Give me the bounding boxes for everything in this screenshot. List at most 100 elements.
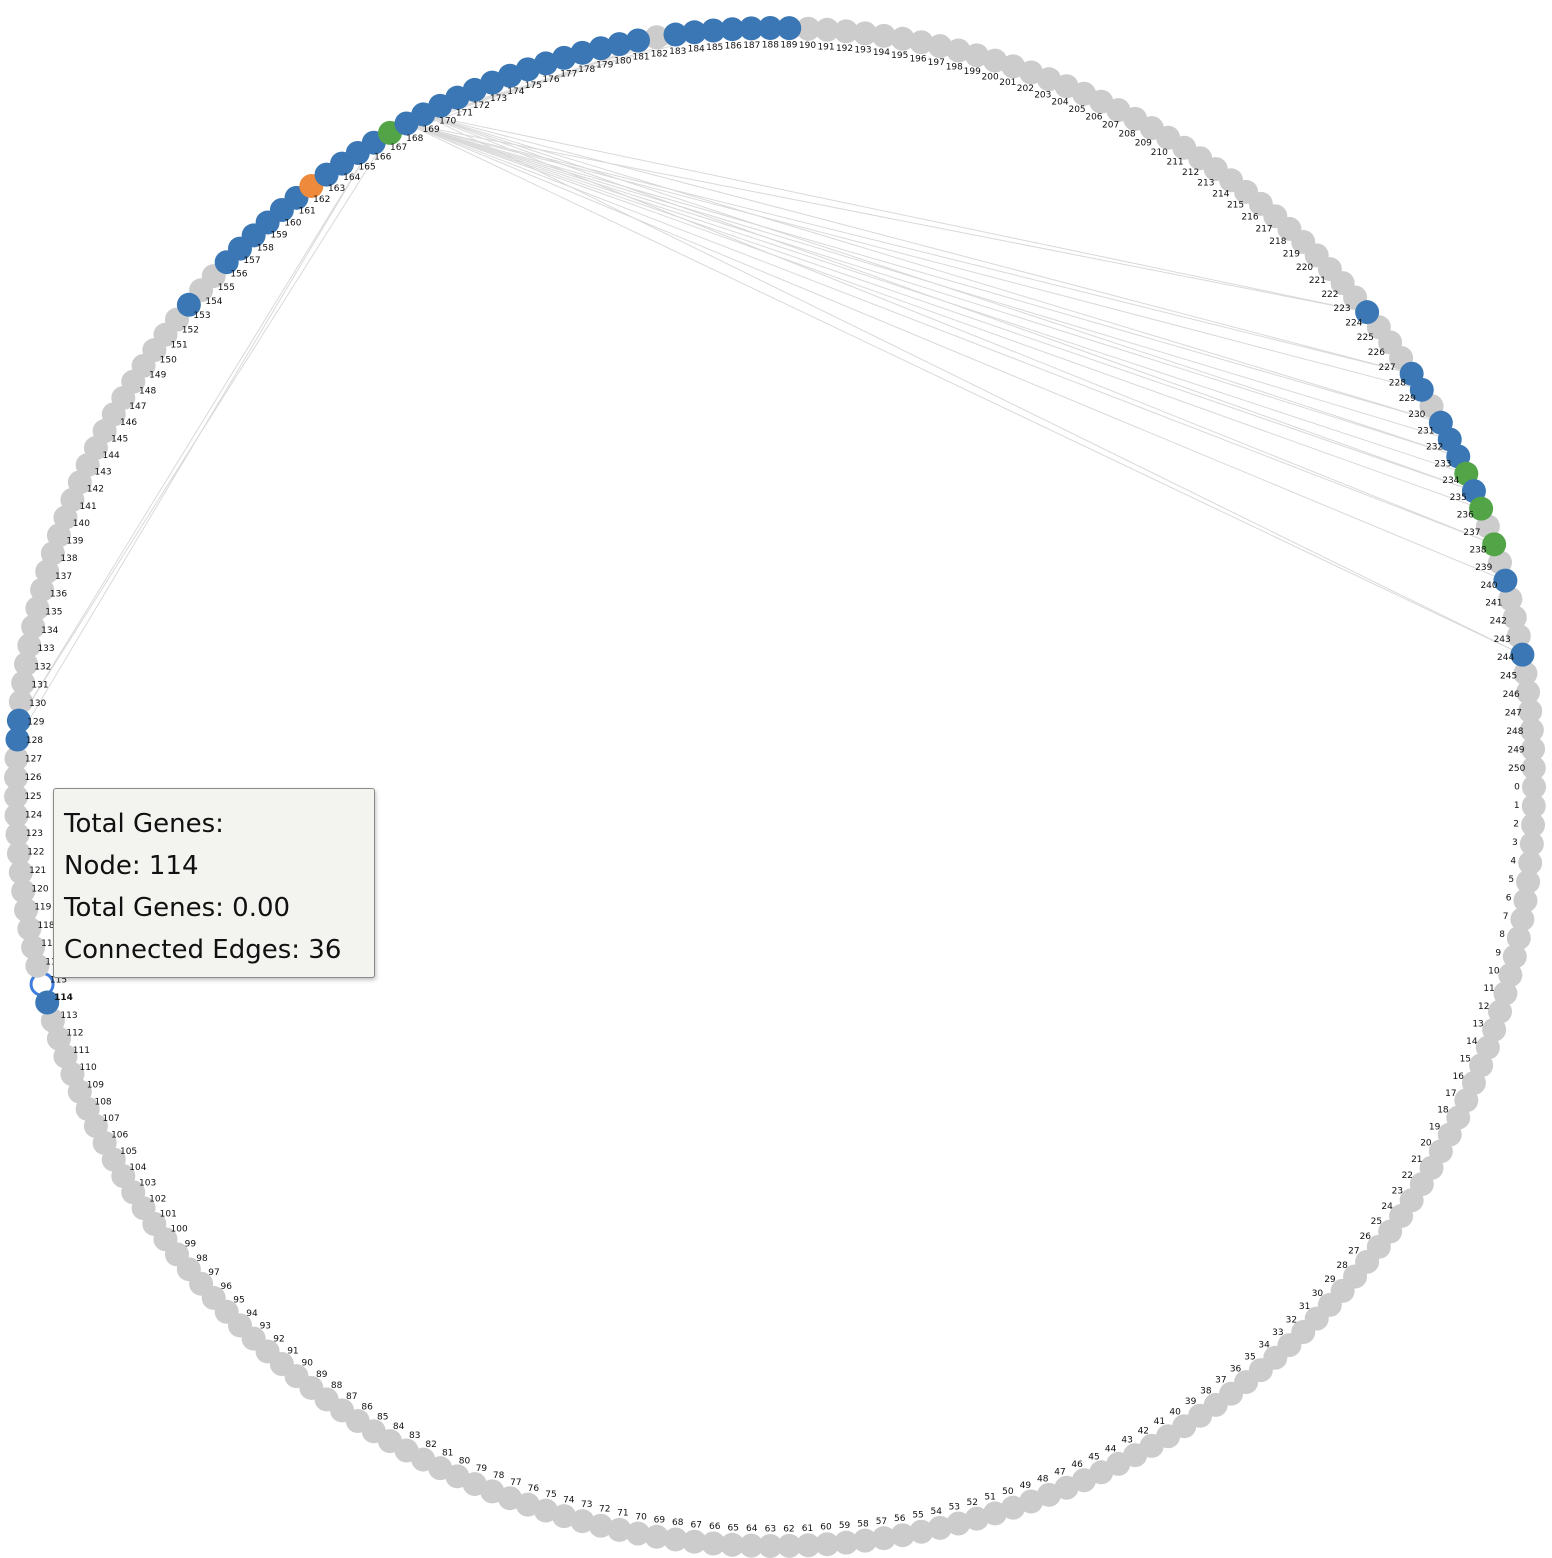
node-187[interactable] [739,16,764,41]
node-190[interactable] [796,16,821,41]
node-126[interactable] [4,765,29,790]
node-240[interactable] [1493,568,1518,593]
node-129[interactable] [6,708,31,733]
node-178[interactable] [570,40,595,65]
node-241[interactable] [1498,586,1523,611]
node-66[interactable] [701,1531,726,1556]
node-137[interactable] [35,559,60,584]
node-191[interactable] [815,17,840,42]
node-122[interactable] [6,841,31,866]
node-242[interactable] [1502,605,1527,630]
node-116[interactable] [25,953,50,978]
node-179[interactable] [588,36,613,61]
node-119[interactable] [14,897,39,922]
node-243[interactable] [1506,624,1531,649]
node-132[interactable] [14,652,39,677]
node-199[interactable] [964,43,989,68]
node-175[interactable] [515,57,540,82]
node-186[interactable] [720,17,745,42]
node-4[interactable] [1518,850,1543,875]
node-53[interactable] [946,1511,971,1536]
node-194[interactable] [871,23,896,48]
node-123[interactable] [5,822,30,847]
node-7[interactable] [1510,907,1535,932]
node-177[interactable] [552,45,577,70]
node-246[interactable] [1516,680,1541,705]
node-56[interactable] [890,1523,915,1548]
node-72[interactable] [588,1513,613,1538]
node-131[interactable] [11,670,36,695]
node-50[interactable] [1001,1495,1026,1520]
node-61[interactable] [796,1533,821,1558]
node-112[interactable] [46,1026,71,1051]
node-134[interactable] [21,614,46,639]
node-200[interactable] [983,48,1008,73]
node-8[interactable] [1506,925,1531,950]
node-133[interactable] [17,633,42,658]
node-75[interactable] [533,1498,558,1523]
node-67[interactable] [682,1529,707,1554]
node-11[interactable] [1493,981,1518,1006]
node-62[interactable] [777,1533,802,1558]
node-192[interactable] [834,19,859,44]
node-176[interactable] [533,51,558,76]
node-193[interactable] [853,21,878,46]
node-245[interactable] [1513,661,1538,686]
node-130[interactable] [8,689,33,714]
node-58[interactable] [853,1528,878,1553]
node-3[interactable] [1519,831,1544,856]
node-180[interactable] [607,32,632,57]
node-198[interactable] [946,38,971,63]
node-239[interactable] [1488,550,1513,575]
node-135[interactable] [25,596,50,621]
node-10[interactable] [1498,963,1523,988]
node-124[interactable] [4,803,29,828]
node-121[interactable] [8,860,33,885]
node-12[interactable] [1488,999,1513,1024]
node-247[interactable] [1518,699,1543,724]
node-52[interactable] [964,1506,989,1531]
node-184[interactable] [682,20,707,45]
node-181[interactable] [626,28,651,53]
node-0[interactable] [1522,775,1546,799]
node-60[interactable] [815,1532,840,1557]
node-136[interactable] [30,577,55,602]
node-68[interactable] [663,1527,688,1552]
node-6[interactable] [1513,888,1538,913]
node-117[interactable] [21,935,46,960]
node-238[interactable] [1482,532,1507,557]
node-249[interactable] [1521,737,1546,762]
node-197[interactable] [927,34,952,59]
node-128[interactable] [5,727,30,752]
node-55[interactable] [909,1519,934,1544]
node-113[interactable] [40,1008,65,1033]
node-182[interactable] [644,25,669,50]
node-73[interactable] [570,1509,595,1534]
node-71[interactable] [607,1517,632,1542]
node-229[interactable] [1409,377,1434,402]
node-195[interactable] [890,26,915,51]
node-63[interactable] [758,1533,783,1558]
node-1[interactable] [1521,793,1546,818]
node-138[interactable] [40,541,65,566]
node-5[interactable] [1516,869,1541,894]
node-250[interactable] [1521,756,1546,781]
node-127[interactable] [4,746,29,771]
node-54[interactable] [927,1515,952,1540]
node-224[interactable] [1355,300,1380,325]
node-188[interactable] [758,16,783,41]
node-185[interactable] [701,18,726,43]
node-70[interactable] [626,1521,651,1546]
node-120[interactable] [11,879,36,904]
node-69[interactable] [644,1524,669,1549]
node-65[interactable] [720,1532,745,1557]
node-183[interactable] [663,22,688,47]
node-244[interactable] [1510,642,1535,667]
node-64[interactable] [739,1533,764,1558]
node-153[interactable] [176,292,201,317]
node-59[interactable] [834,1530,859,1555]
node-51[interactable] [983,1501,1008,1526]
node-196[interactable] [909,30,934,55]
node-74[interactable] [552,1504,577,1529]
node-236[interactable] [1469,496,1494,521]
